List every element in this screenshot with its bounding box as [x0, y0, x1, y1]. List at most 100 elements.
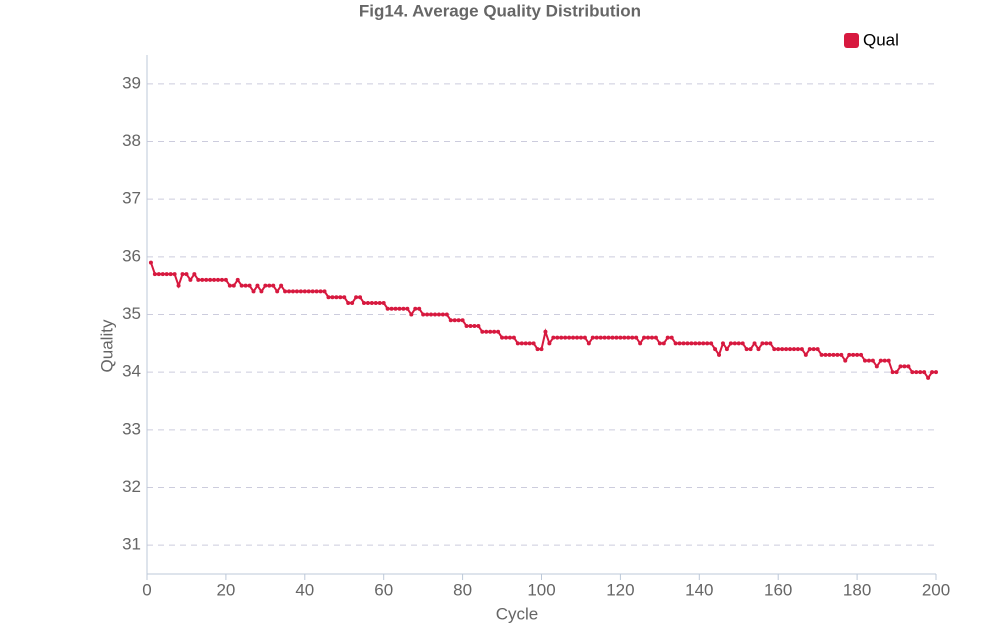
point: [934, 370, 938, 375]
x-tick-label: 20: [216, 580, 235, 599]
point: [279, 283, 284, 288]
point: [440, 312, 445, 317]
legend-swatch: [844, 33, 859, 48]
point: [334, 295, 339, 300]
point: [851, 352, 856, 357]
point: [212, 277, 217, 282]
point: [192, 272, 197, 277]
point: [401, 306, 406, 311]
point: [231, 283, 236, 288]
point: [168, 272, 173, 277]
point: [811, 347, 816, 352]
point: [267, 283, 272, 288]
y-tick-label: 38: [122, 131, 141, 150]
point: [294, 289, 299, 294]
point: [460, 318, 465, 323]
point: [823, 352, 828, 357]
x-tick-label: 100: [527, 580, 555, 599]
point: [784, 347, 789, 352]
point: [417, 306, 422, 311]
x-tick-label: 80: [453, 580, 472, 599]
point: [894, 370, 899, 375]
point: [602, 335, 607, 340]
point: [669, 335, 674, 340]
point: [152, 272, 157, 277]
point: [768, 341, 773, 346]
point: [354, 295, 359, 300]
point: [180, 272, 185, 277]
point: [740, 341, 745, 346]
point: [598, 335, 603, 340]
point: [780, 347, 785, 352]
point: [314, 289, 319, 294]
point: [709, 341, 714, 346]
point: [776, 347, 781, 352]
point: [831, 352, 836, 357]
point: [681, 341, 686, 346]
point: [578, 335, 583, 340]
point: [720, 341, 725, 346]
point: [436, 312, 441, 317]
point: [365, 300, 370, 305]
point: [511, 335, 516, 340]
point: [369, 300, 374, 305]
point: [452, 318, 457, 323]
point: [444, 312, 449, 317]
y-tick-label: 36: [122, 246, 141, 265]
point: [795, 347, 800, 352]
y-tick-label: 39: [122, 73, 141, 92]
point: [878, 358, 883, 363]
chart-title: Fig14. Average Quality Distribution: [359, 1, 641, 20]
point: [642, 335, 647, 340]
point: [519, 341, 524, 346]
point: [468, 324, 473, 329]
point: [527, 341, 532, 346]
point: [200, 277, 205, 282]
point: [586, 341, 591, 346]
y-tick-label: 33: [122, 419, 141, 438]
point: [862, 358, 867, 363]
point: [803, 352, 808, 357]
point: [176, 283, 181, 288]
point: [567, 335, 572, 340]
point: [531, 341, 536, 346]
x-tick-label: 120: [606, 580, 634, 599]
y-tick-label: 37: [122, 189, 141, 208]
point: [807, 347, 812, 352]
point: [736, 341, 741, 346]
x-tick-label: 140: [685, 580, 713, 599]
point: [393, 306, 398, 311]
point: [760, 341, 765, 346]
point: [275, 289, 280, 294]
x-tick-label: 40: [295, 580, 314, 599]
point: [626, 335, 631, 340]
point: [385, 306, 390, 311]
point: [515, 341, 520, 346]
point: [732, 341, 737, 346]
point: [271, 283, 276, 288]
point: [551, 335, 556, 340]
point: [630, 335, 635, 340]
point: [409, 312, 414, 317]
point: [263, 283, 268, 288]
point: [701, 341, 706, 346]
point: [839, 352, 844, 357]
point: [358, 295, 363, 300]
point: [243, 283, 248, 288]
point: [606, 335, 611, 340]
point: [535, 347, 540, 352]
point: [346, 300, 351, 305]
legend-label: Qual: [863, 30, 899, 49]
point: [216, 277, 221, 282]
point: [227, 283, 232, 288]
point: [377, 300, 382, 305]
point: [287, 289, 292, 294]
point: [713, 347, 718, 352]
point: [717, 352, 722, 357]
point: [618, 335, 623, 340]
point: [815, 347, 820, 352]
point: [910, 370, 915, 375]
point: [397, 306, 402, 311]
x-tick-label: 60: [374, 580, 393, 599]
y-tick-label: 32: [122, 477, 141, 496]
